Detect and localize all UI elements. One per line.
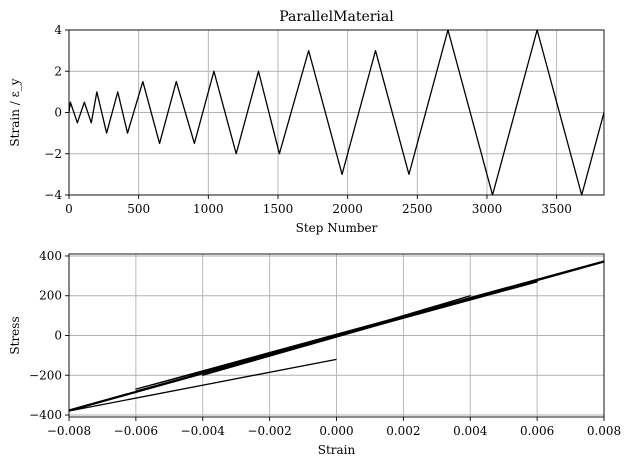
x-tick-label: 1000 <box>193 202 224 216</box>
x-tick-label: 0.008 <box>587 424 621 438</box>
x-tick-label: 0.002 <box>386 424 420 438</box>
x-tick-label: 500 <box>127 202 150 216</box>
y-tick-label: 0 <box>54 329 62 343</box>
y-tick-label: 400 <box>39 249 62 263</box>
stress-strain-chart: −0.008 −0.006 −0.004 −0.002 0.000 0.002 0.004 0… <box>8 249 621 457</box>
x-axis-label: Strain <box>318 443 356 457</box>
series-line <box>68 260 605 412</box>
x-axis-label: Step Number <box>296 221 378 235</box>
y-tick-label: −2 <box>44 147 62 161</box>
series-line <box>68 29 605 196</box>
x-tick-label: 3500 <box>541 202 572 216</box>
x-tick-label: 0.006 <box>520 424 554 438</box>
y-tick-label: −4 <box>44 188 62 202</box>
x-tick-label: −0.008 <box>47 424 91 438</box>
y-tick-label: −200 <box>29 368 62 382</box>
x-tick-label: −0.002 <box>247 424 291 438</box>
strain-history-chart: 0 500 1000 1500 2000 2500 3000 3500 −4 −2 0 2 4 Step … <box>8 9 605 235</box>
x-tick-label: 3000 <box>472 202 503 216</box>
y-tick-label: 200 <box>39 289 62 303</box>
y-tick-label: 2 <box>54 64 62 78</box>
y-axis-label: Stress <box>8 316 22 354</box>
x-tick-label: 1500 <box>263 202 294 216</box>
x-tick-label: 2000 <box>332 202 363 216</box>
x-tick-label: 0.004 <box>453 424 488 438</box>
y-tick-label: −400 <box>29 408 62 422</box>
x-tick-label: 2500 <box>402 202 433 216</box>
chart-title: ParallelMaterial <box>279 9 394 25</box>
y-tick-label: 4 <box>54 23 62 37</box>
x-tick-label: 0.000 <box>319 424 353 438</box>
y-axis-label: Strain / ε_y <box>8 78 22 146</box>
y-tick-label: 0 <box>54 106 62 120</box>
x-tick-label: −0.006 <box>114 424 158 438</box>
x-tick-label: −0.004 <box>181 424 226 438</box>
x-tick-label: 0 <box>65 202 73 216</box>
